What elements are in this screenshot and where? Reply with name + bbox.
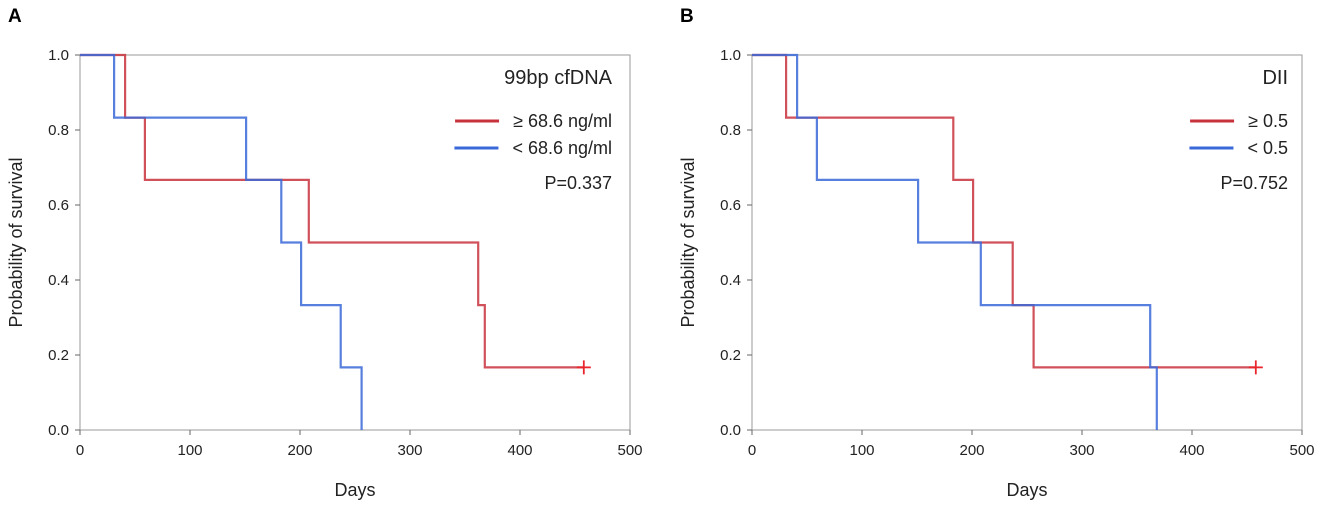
panel-a-x-tick-label: 200 [287, 442, 312, 459]
panel-b-legend-label: < 0.5 [1247, 138, 1288, 158]
panel-b-survival-curve [752, 53, 1158, 430]
panel-a-x-tick-label: 100 [177, 442, 202, 459]
panel-a-plot-frame [79, 54, 631, 431]
panel-a-y-tick-label: 0.6 [48, 197, 69, 214]
panel-b-x-tick-label: 0 [748, 442, 756, 459]
panel-a-y-tick-label: 0.2 [48, 347, 69, 364]
panel-b-legend-title: DII [1262, 67, 1288, 89]
panel-b-x-tick-label: 300 [1069, 442, 1094, 459]
panel-a-survival-curve [80, 53, 363, 430]
panel-a-legend-label: ≥ 68.6 ng/ml [513, 111, 612, 131]
panel-a-p-value: P=0.337 [544, 173, 612, 193]
panel-b-x-tick-label: 500 [1289, 442, 1314, 459]
panel-a-x-axis-title: Days [334, 480, 375, 500]
panel-b-x-tick-label: 400 [1179, 442, 1204, 459]
panel-b-y-tick-label: 0.6 [720, 197, 741, 214]
panel-a-legend-title: 99bp cfDNA [504, 67, 612, 89]
panel-b: B 0.0 0.2 0.4 0.6 0.8 1.0 0 100 200 300 400 500 Days P… [678, 6, 1315, 500]
panel-a-y-tick-label: 0.4 [48, 272, 69, 289]
panel-a-series-high [80, 53, 591, 375]
panel-a-legend-label: < 68.6 ng/ml [512, 138, 612, 158]
panel-b-y-tick-label: 0.0 [720, 422, 741, 439]
panel-b-y-axis-title: Probability of survival [678, 157, 698, 327]
panel-b-x-tick-label: 200 [959, 442, 984, 459]
panel-a-y-axis-title: Probability of survival [6, 157, 26, 327]
panel-b-x-axis-title: Days [1006, 480, 1047, 500]
panel-a-censor-mark [576, 360, 591, 375]
panel-a-series-low [80, 53, 363, 430]
panel-b-y-tick-label: 0.4 [720, 272, 741, 289]
panel-b-y-tick-label: 1.0 [720, 47, 741, 64]
panel-a-x-tick-label: 0 [76, 442, 84, 459]
panel-b-x-tick-label: 100 [849, 442, 874, 459]
panel-b-plot-frame [751, 54, 1303, 431]
panel-a-y-tick-label: 0.8 [48, 122, 69, 139]
panel-a-y-tick-label: 0.0 [48, 422, 69, 439]
panel-a-x-tick-label: 300 [397, 442, 422, 459]
panel-a: A 0.0 0.2 0.4 0.6 0.8 1.0 0 100 200 300 400 500 Days P… [6, 6, 643, 500]
panel-a-y-tick-label: 1.0 [48, 47, 69, 64]
panel-b-label: B [680, 6, 694, 27]
panel-b-legend-label: ≥ 0.5 [1248, 111, 1288, 131]
panel-b-y-tick-label: 0.8 [720, 122, 741, 139]
panel-b-series-low [752, 53, 1158, 430]
panel-a-x-tick-label: 400 [507, 442, 532, 459]
panel-b-y-tick-label: 0.2 [720, 347, 741, 364]
panel-b-survival-curve [752, 53, 1256, 369]
panel-b-censor-mark [1248, 360, 1263, 375]
panel-b-series-high [752, 53, 1263, 375]
panel-a-survival-curve [80, 53, 584, 369]
panel-b-p-value: P=0.752 [1220, 173, 1288, 193]
panel-a-label: A [8, 6, 22, 27]
panel-a-x-tick-label: 500 [617, 442, 642, 459]
